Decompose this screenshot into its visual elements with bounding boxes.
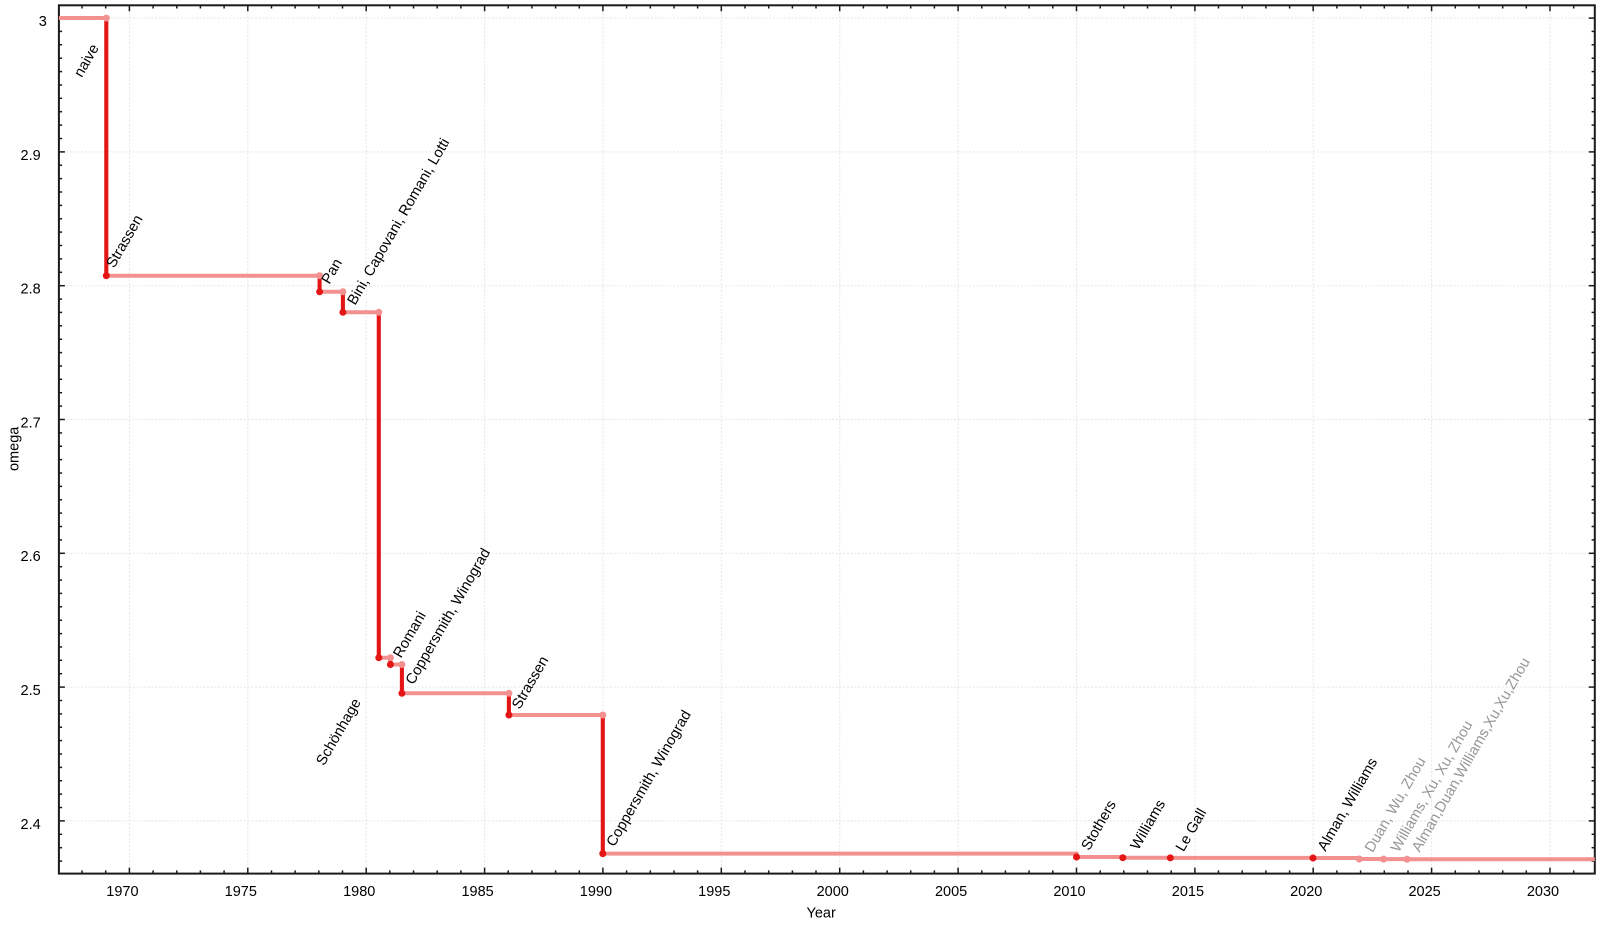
svg-text:2.6: 2.6 (21, 549, 41, 565)
svg-text:2020: 2020 (1290, 884, 1322, 900)
svg-text:2030: 2030 (1527, 884, 1559, 900)
svg-text:2.9: 2.9 (21, 148, 41, 164)
svg-text:2005: 2005 (935, 884, 967, 900)
svg-text:1985: 1985 (461, 884, 493, 900)
svg-text:2025: 2025 (1408, 884, 1440, 900)
svg-text:3: 3 (39, 14, 47, 30)
svg-text:1975: 1975 (225, 884, 257, 900)
svg-text:2.4: 2.4 (21, 817, 41, 833)
svg-text:2015: 2015 (1172, 884, 1204, 900)
svg-text:2010: 2010 (1053, 884, 1085, 900)
svg-text:1990: 1990 (580, 884, 612, 900)
svg-text:omega: omega (7, 426, 23, 471)
svg-text:2.5: 2.5 (21, 683, 41, 699)
svg-text:2.7: 2.7 (21, 415, 41, 431)
svg-text:Year: Year (807, 906, 836, 921)
svg-text:2000: 2000 (817, 884, 849, 900)
svg-text:1970: 1970 (106, 884, 138, 900)
svg-text:2.8: 2.8 (21, 282, 41, 298)
svg-text:1980: 1980 (343, 884, 375, 900)
svg-text:1995: 1995 (698, 884, 730, 900)
